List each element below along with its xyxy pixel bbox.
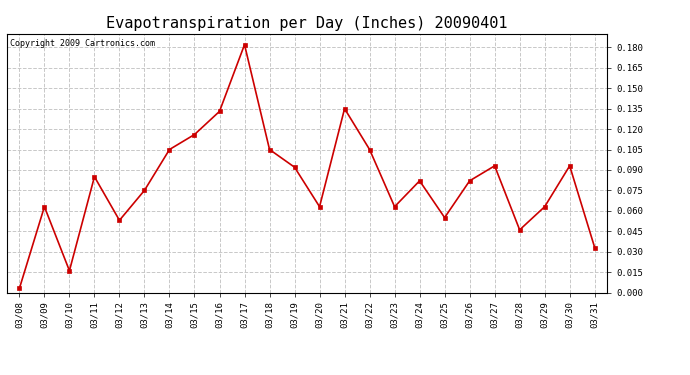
- Title: Evapotranspiration per Day (Inches) 20090401: Evapotranspiration per Day (Inches) 2009…: [106, 16, 508, 31]
- Text: Copyright 2009 Cartronics.com: Copyright 2009 Cartronics.com: [10, 39, 155, 48]
